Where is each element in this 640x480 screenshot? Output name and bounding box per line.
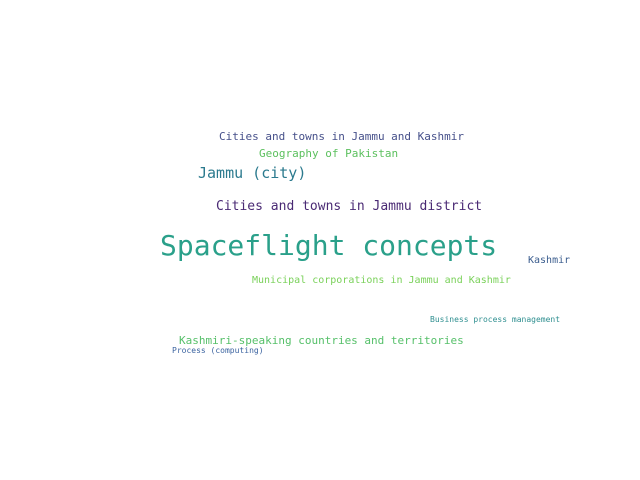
- word-cities-towns-jammu-district: Cities and towns in Jammu district: [216, 199, 483, 214]
- word-spaceflight-concepts: Spaceflight concepts: [160, 229, 498, 262]
- word-kashmir: Kashmir: [528, 255, 571, 266]
- word-process-computing: Process (computing): [172, 346, 264, 355]
- word-municipal-corporations: Municipal corporations in Jammu and Kash…: [252, 275, 511, 286]
- word-geography-of-pakistan: Geography of Pakistan: [259, 147, 399, 160]
- word-business-process-management: Business process management: [430, 315, 561, 324]
- word-jammu-city: Jammu (city): [198, 164, 307, 182]
- word-kashmiri-speaking-countries: Kashmiri-speaking countries and territor…: [179, 334, 464, 347]
- word-cities-towns-jammu-kashmir: Cities and towns in Jammu and Kashmir: [219, 130, 465, 143]
